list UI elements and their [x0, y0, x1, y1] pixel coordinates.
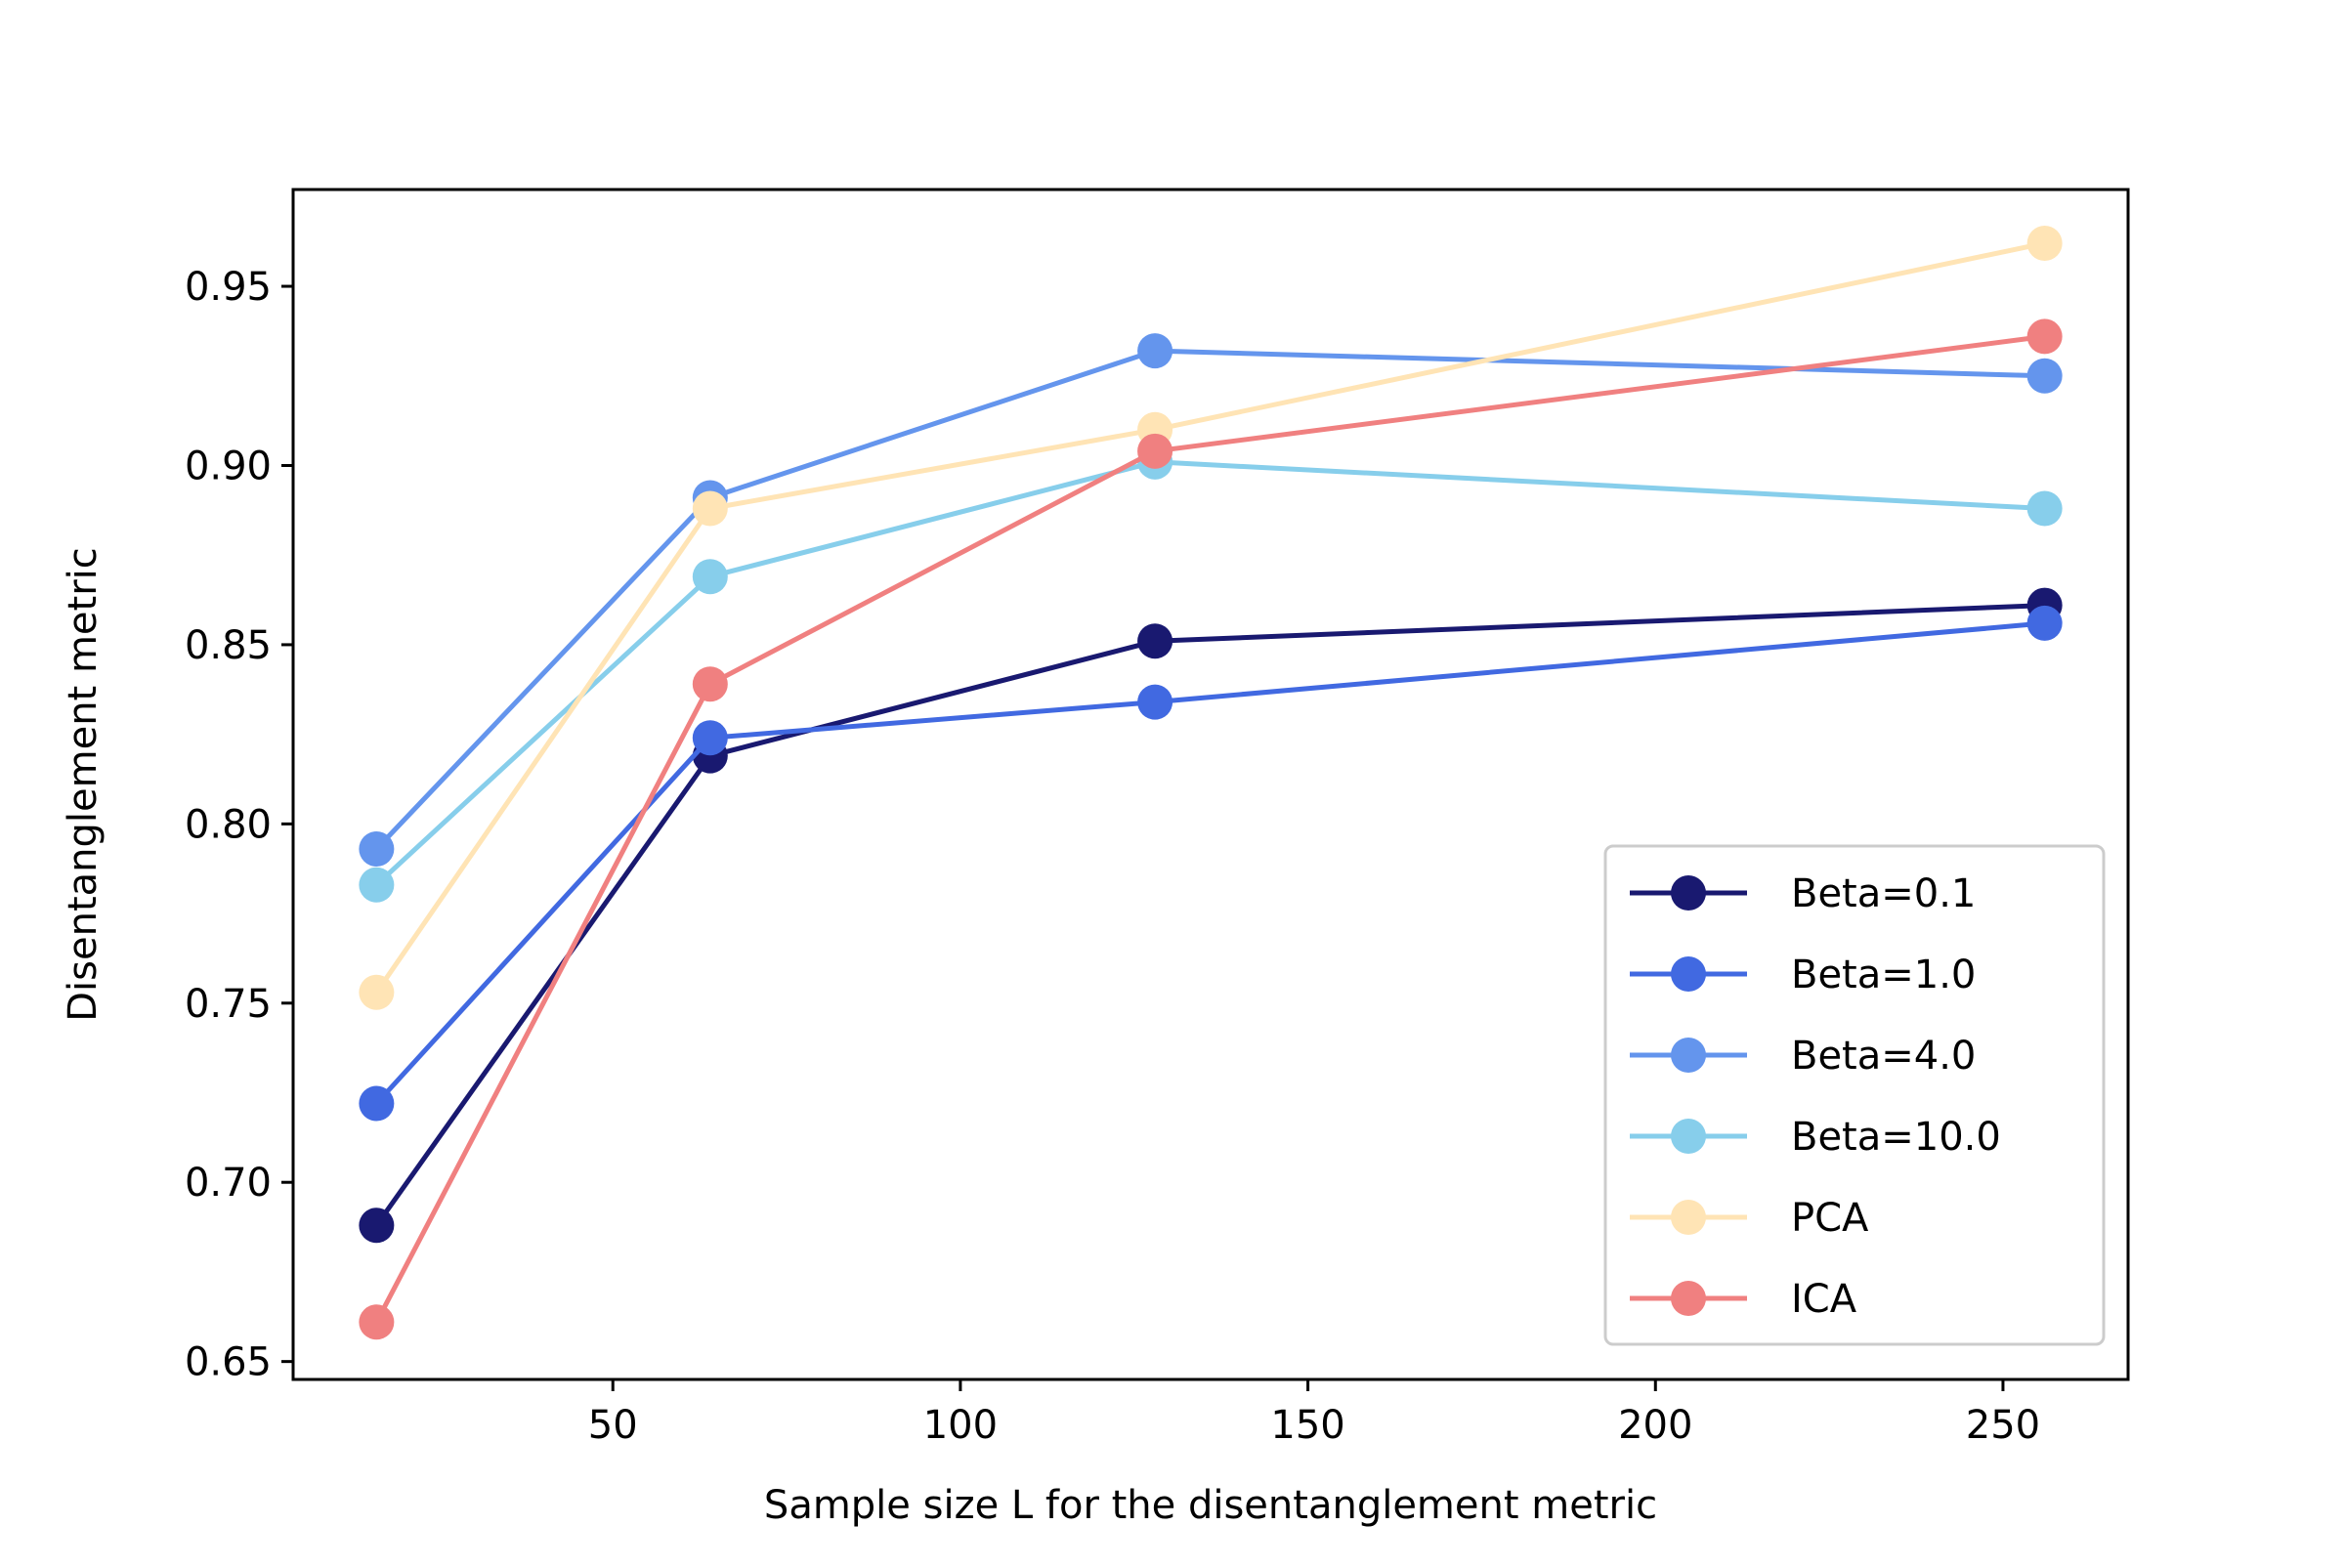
legend-marker — [1671, 1038, 1706, 1073]
series-line — [374, 348, 2045, 851]
legend-item: Beta=0.1 — [1630, 871, 1976, 916]
y-tick-label: 0.80 — [185, 802, 272, 847]
legend-label: Beta=4.0 — [1791, 1034, 1976, 1079]
y-tick-label: 0.65 — [185, 1340, 272, 1385]
y-tick-label: 0.90 — [185, 444, 272, 488]
y-tick-label: 0.75 — [185, 982, 272, 1027]
series-5 — [359, 318, 2063, 1340]
series-line — [374, 333, 2045, 1324]
x-axis: 50 100 150 200 250 — [588, 1379, 2040, 1448]
data-point — [2026, 490, 2063, 527]
x-tick-label: 50 — [588, 1403, 638, 1448]
legend-label: Beta=1.0 — [1791, 953, 1976, 997]
legend-item: Beta=1.0 — [1630, 953, 1976, 997]
legend-marker — [1671, 1281, 1706, 1316]
data-point — [2026, 226, 2063, 262]
legend-item: Beta=10.0 — [1630, 1115, 2001, 1160]
y-tick-label: 0.95 — [185, 265, 272, 310]
legend-marker — [1671, 956, 1706, 992]
data-point — [1137, 433, 1173, 469]
data-point — [359, 974, 395, 1010]
data-point — [2026, 318, 2063, 355]
legend-marker — [1671, 1119, 1706, 1154]
series-line — [374, 240, 2046, 995]
series-2 — [359, 333, 2063, 868]
data-point — [692, 666, 728, 702]
x-tick-label: 150 — [1270, 1403, 1344, 1448]
data-point — [359, 1085, 395, 1122]
plot-frame — [291, 188, 2130, 1381]
x-tick-label: 100 — [923, 1403, 998, 1448]
data-point — [359, 1304, 395, 1340]
legend-marker — [1671, 1200, 1706, 1235]
series-line — [374, 620, 2045, 1106]
legend-label: ICA — [1791, 1277, 1857, 1322]
series-3 — [359, 444, 2063, 903]
x-tick-label: 200 — [1618, 1403, 1692, 1448]
data-point — [359, 831, 395, 868]
y-tick-label: 0.85 — [185, 623, 272, 668]
legend-label: Beta=10.0 — [1791, 1115, 2001, 1160]
legend-item: Beta=4.0 — [1630, 1034, 1976, 1079]
x-tick-label: 250 — [1966, 1403, 2040, 1448]
series-0 — [359, 587, 2063, 1244]
data-point — [692, 559, 728, 595]
y-axis-label: Disentanglement metric — [61, 547, 106, 1022]
legend-item: PCA — [1630, 1196, 1869, 1241]
y-tick-label: 0.70 — [185, 1161, 272, 1206]
legend-frame — [1603, 844, 2106, 1346]
data-point — [692, 720, 728, 756]
data-point — [359, 1208, 395, 1244]
data-point — [1137, 623, 1173, 659]
data-point — [359, 867, 395, 903]
data-point — [2026, 358, 2063, 394]
series-layer — [359, 226, 2063, 1340]
legend: Beta=0.1 Beta=1.0 Beta=4.0 Beta=10.0 PCA ICA — [1603, 844, 2106, 1346]
legend-label: PCA — [1791, 1196, 1869, 1241]
legend-marker — [1671, 875, 1706, 911]
series-line — [374, 459, 2045, 887]
series-1 — [359, 605, 2063, 1122]
series-line — [374, 603, 2045, 1227]
data-point — [692, 490, 728, 527]
data-point — [1137, 333, 1173, 369]
data-point — [1137, 684, 1173, 720]
legend-label: Beta=0.1 — [1791, 871, 1976, 916]
data-point — [2026, 605, 2063, 641]
x-axis-label: Sample size L for the disentanglement me… — [764, 1483, 1657, 1528]
legend-item: ICA — [1630, 1277, 1857, 1322]
y-axis: 0.65 0.70 0.75 0.80 0.85 0.90 0.95 — [185, 265, 293, 1385]
